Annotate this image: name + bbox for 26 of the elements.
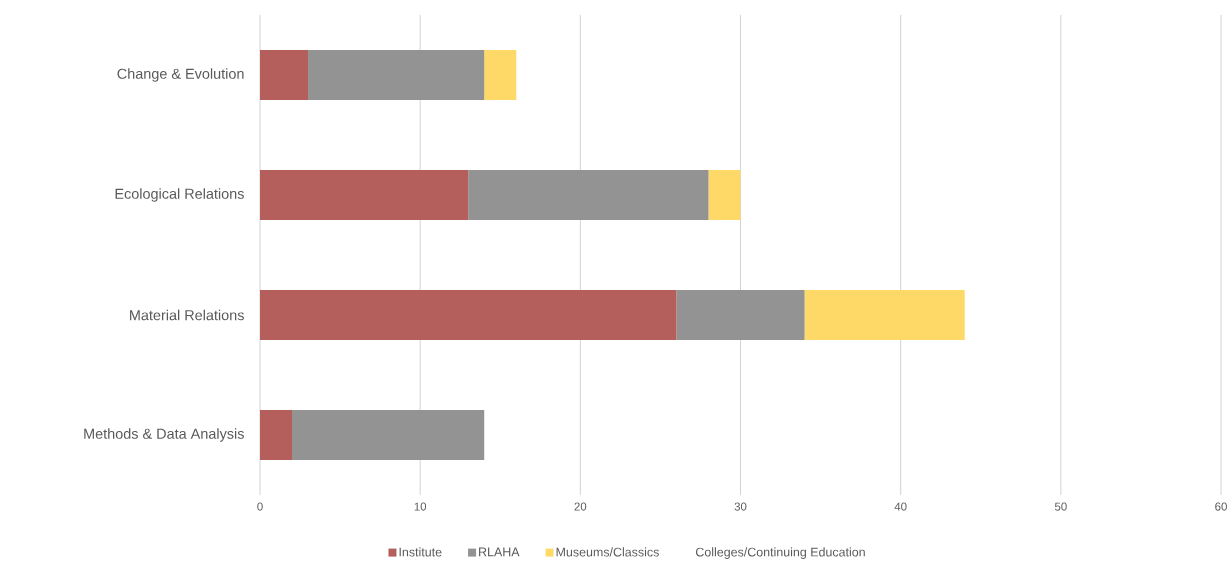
- bar: [260, 170, 469, 220]
- bar: [676, 290, 805, 340]
- bar: [484, 50, 517, 100]
- y-tick-label: Methods & Data Analysis: [84, 428, 244, 442]
- bar: [308, 50, 485, 100]
- x-tick-label: 50: [1054, 502, 1067, 511]
- x-tick-label: 10: [414, 502, 427, 511]
- x-tick-label: 20: [574, 502, 587, 511]
- y-tick-label: Ecological Relations: [115, 188, 244, 202]
- y-tick-label: Change & Evolution: [117, 68, 244, 82]
- text: Colleges/Continuing Education: [695, 547, 865, 559]
- legend-label: Institute: [399, 547, 442, 557]
- y-tick-label: Material Relations: [130, 309, 244, 321]
- legend-label: Museums/Classics: [556, 547, 659, 557]
- x-tick-label: 0: [257, 502, 263, 511]
- x-tick-label: 60: [1215, 502, 1227, 511]
- bar: [708, 170, 741, 220]
- x-tick-label: 40: [894, 502, 907, 511]
- bar: [260, 50, 309, 100]
- bar: [260, 410, 293, 460]
- bar: [260, 290, 677, 340]
- bar: [804, 290, 965, 340]
- x-tick-label: 30: [734, 502, 747, 511]
- bar: [468, 170, 709, 220]
- bar: [292, 410, 485, 460]
- legend-label: RLAHA: [479, 547, 520, 557]
